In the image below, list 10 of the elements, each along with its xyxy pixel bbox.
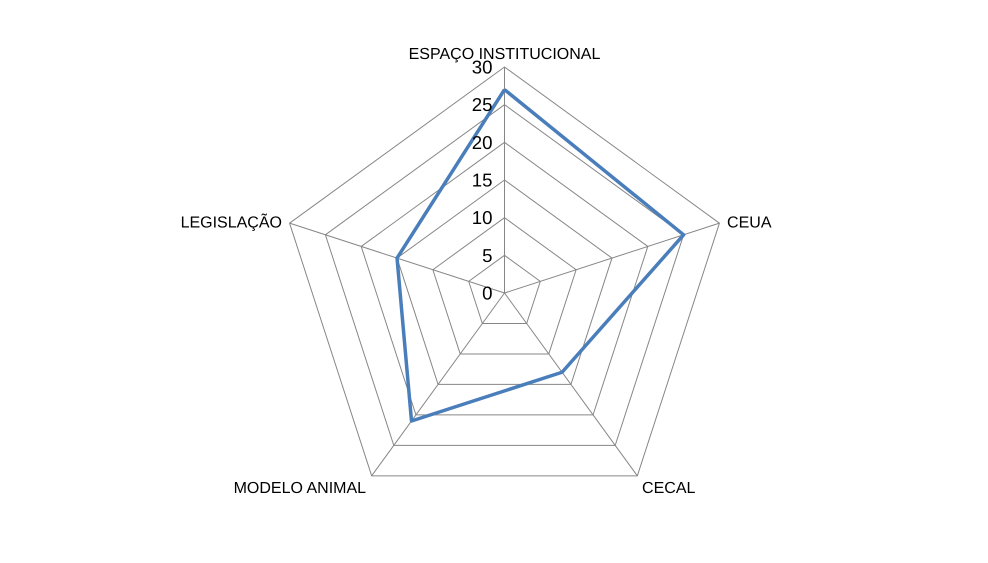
spoke-label: MODELO ANIMAL — [234, 480, 366, 497]
y-tick-label: 20 — [472, 132, 493, 153]
y-tick-label: 0 — [482, 282, 493, 304]
y-tick-label: 10 — [472, 207, 493, 228]
y-tick-label: 15 — [472, 170, 493, 190]
spoke-label: CEUA — [727, 214, 772, 232]
y-tick-label: 25 — [472, 94, 493, 116]
spoke-label: LEGISLAÇÃO — [180, 212, 282, 232]
y-tick-label: 5 — [482, 244, 493, 266]
spoke-label: CECAL — [642, 480, 696, 497]
